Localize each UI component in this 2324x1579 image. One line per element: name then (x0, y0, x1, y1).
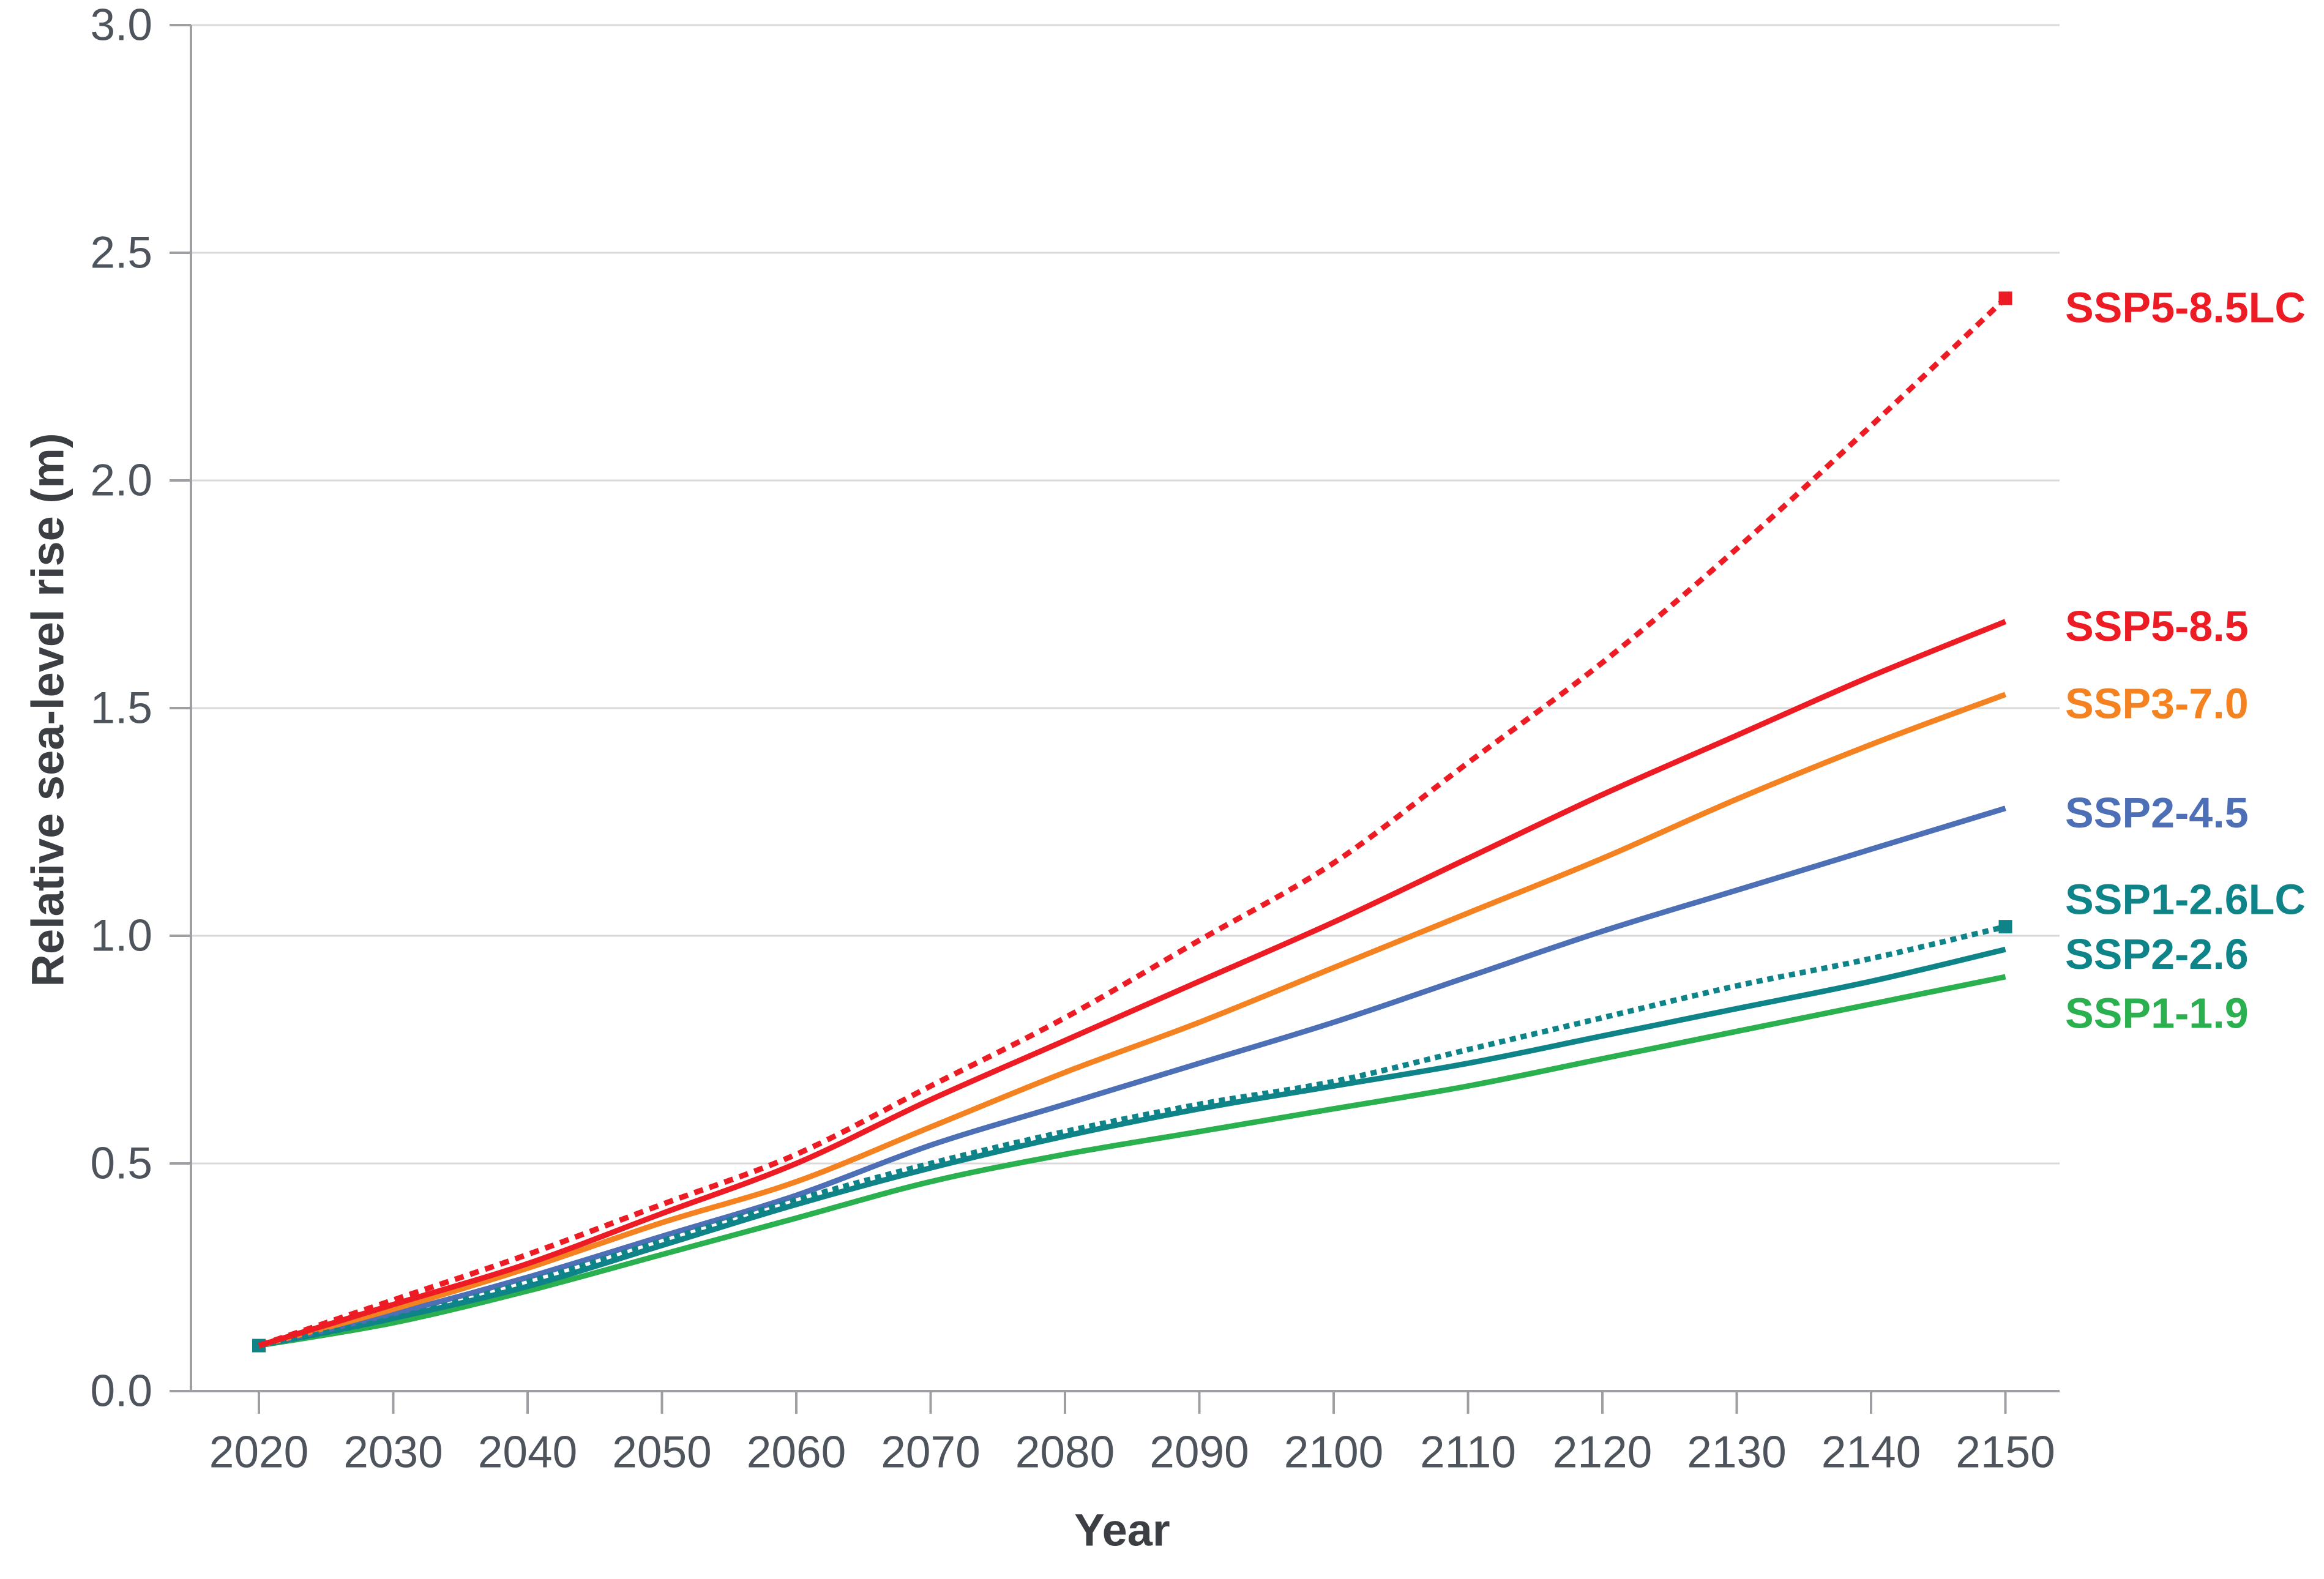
legend-label-ssp1-1.9: SSP1-1.9 (2065, 989, 2249, 1037)
series-line-ssp5-8.5 (258, 619, 2007, 1348)
x-tick-label-2100: 2100 (1284, 1428, 1383, 1477)
x-tick-label-2050: 2050 (612, 1428, 711, 1477)
y-tick-label-1.0: 1.0 (91, 911, 152, 961)
legend-label-ssp2-2.6: SSP2-2.6 (2065, 930, 2249, 978)
y-tick-label-2.5: 2.5 (91, 228, 152, 278)
x-tick-label-2030: 2030 (343, 1428, 443, 1477)
y-tick-label-2.0: 2.0 (91, 456, 152, 506)
x-tick-label-2090: 2090 (1149, 1428, 1249, 1477)
x-tick-label-2110: 2110 (1420, 1428, 1516, 1477)
x-tick-label-2060: 2060 (747, 1428, 846, 1477)
legend-label-ssp3-7.0: SSP3-7.0 (2065, 680, 2249, 728)
x-axis-title: Year (1074, 1505, 1170, 1556)
series-end-marker-ssp5-8.5lc (1998, 291, 2012, 305)
x-tick-label-2150: 2150 (1956, 1428, 2055, 1477)
x-tick-label-2080: 2080 (1015, 1428, 1115, 1477)
legend-label-ssp5-8.5: SSP5-8.5 (2065, 602, 2249, 650)
y-tick-label-0.5: 0.5 (91, 1139, 152, 1189)
x-tick-label-2040: 2040 (478, 1428, 577, 1477)
x-tick-label-2130: 2130 (1687, 1428, 1786, 1477)
legend-label-ssp1-2.6lc: SSP1-2.6LC (2065, 875, 2306, 923)
y-tick-label-1.5: 1.5 (91, 684, 152, 733)
x-tick-label-2020: 2020 (209, 1428, 308, 1477)
series-line-ssp3-7.0 (258, 692, 2007, 1348)
series-end-marker-ssp1-2.6lc (1998, 920, 2012, 934)
x-tick-label-2070: 2070 (881, 1428, 980, 1477)
legend-label-ssp5-8.5lc: SSP5-8.5LC (2065, 283, 2306, 331)
y-tick-label-0.0: 0.0 (91, 1367, 152, 1416)
x-tick-label-2140: 2140 (1821, 1428, 1921, 1477)
legend-label-ssp2-4.5: SSP2-4.5 (2065, 789, 2249, 837)
x-tick-label-2120: 2120 (1553, 1428, 1652, 1477)
series-line-ssp2-2.6 (258, 946, 2006, 1349)
series-line-ssp1-2.6lc (258, 924, 2006, 1349)
series-line-ssp2-4.5 (258, 805, 2006, 1348)
y-tick-label-3.0: 3.0 (91, 1, 152, 50)
series-line-ssp1-1.9 (258, 974, 2006, 1349)
y-axis-title: Relative sea-level rise (m) (23, 433, 73, 987)
series-line-ssp5-8.5lc (258, 296, 2008, 1348)
